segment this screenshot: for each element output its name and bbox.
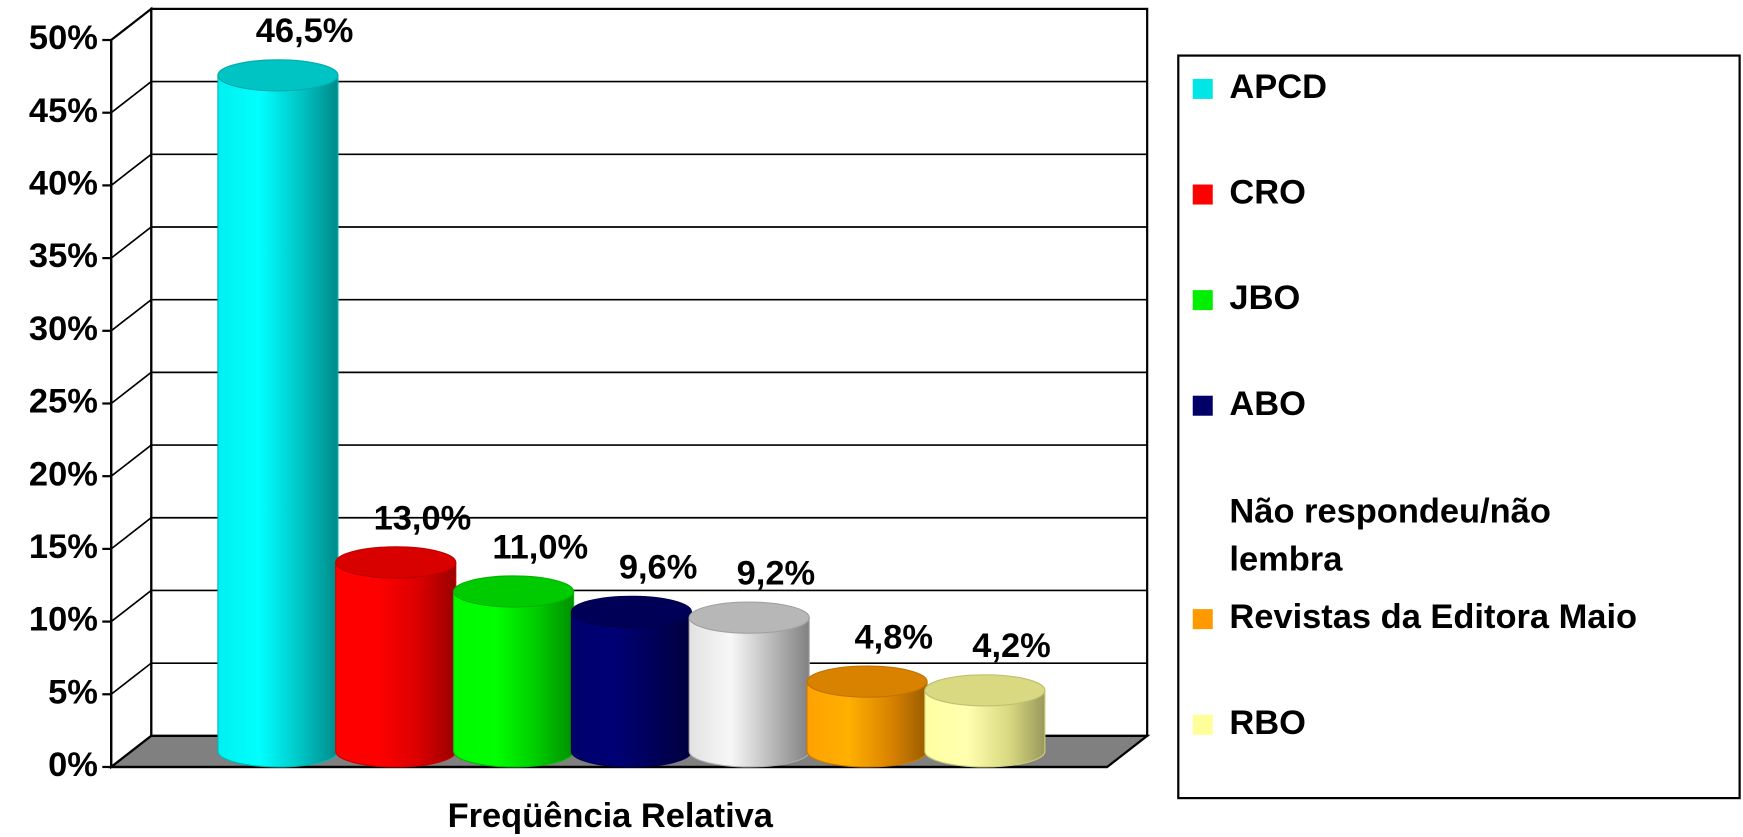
y-tick-label: 30% bbox=[29, 310, 98, 348]
bar-top bbox=[452, 575, 575, 608]
y-tick-label: 35% bbox=[29, 237, 98, 275]
legend-label: ABO bbox=[1229, 385, 1306, 423]
y-tick-label: 45% bbox=[29, 92, 98, 130]
bar-top bbox=[806, 665, 928, 698]
bar bbox=[806, 681, 928, 768]
bar bbox=[688, 617, 810, 768]
legend-label: APCD bbox=[1229, 68, 1327, 106]
data-label: 11,0% bbox=[492, 528, 588, 566]
bar-top bbox=[688, 601, 810, 634]
y-tick-label: 15% bbox=[29, 528, 98, 566]
bar-top bbox=[217, 59, 339, 92]
bar-top bbox=[335, 546, 457, 579]
y-tick-label: 40% bbox=[29, 165, 98, 203]
x-axis-label: Freqüência Relativa bbox=[448, 797, 774, 835]
y-tick-label: 10% bbox=[29, 601, 98, 639]
data-label: 9,6% bbox=[619, 549, 698, 587]
y-tick-label: 50% bbox=[29, 19, 98, 57]
data-label: 4,2% bbox=[972, 627, 1051, 665]
data-label: 9,2% bbox=[737, 555, 816, 593]
bar bbox=[452, 590, 575, 768]
data-label: 13,0% bbox=[374, 499, 472, 537]
legend-label: Não respondeu/não lembra bbox=[1229, 493, 1550, 579]
legend-swatch bbox=[1192, 714, 1213, 735]
grid-line bbox=[110, 444, 1148, 477]
legend-label: RBO bbox=[1229, 704, 1306, 742]
grid-line bbox=[110, 298, 1148, 332]
grid-line bbox=[110, 516, 1148, 550]
legend bbox=[1177, 54, 1741, 800]
legend-label: JBO bbox=[1229, 279, 1300, 317]
y-tick-label: 20% bbox=[29, 455, 98, 493]
bar bbox=[924, 689, 1046, 768]
grid-line bbox=[110, 589, 1148, 623]
bar bbox=[570, 611, 692, 768]
legend-swatch bbox=[1192, 290, 1213, 311]
grid-line bbox=[110, 662, 1148, 695]
legend-swatch bbox=[1192, 609, 1213, 630]
grid-line bbox=[110, 80, 1148, 114]
legend-swatch bbox=[1192, 395, 1213, 416]
legend-swatch bbox=[1192, 78, 1213, 99]
grid-line bbox=[110, 153, 1148, 187]
y-tick-label: 0% bbox=[48, 746, 98, 784]
y-tick-label: 25% bbox=[29, 383, 98, 421]
legend-label: Revistas da Editora Maio bbox=[1229, 598, 1637, 636]
bar-top bbox=[924, 674, 1046, 707]
legend-swatch bbox=[1192, 184, 1213, 205]
grid-line bbox=[110, 8, 1148, 41]
y-tick-label: 5% bbox=[48, 673, 98, 711]
bar bbox=[335, 561, 457, 768]
legend-label: CRO bbox=[1229, 174, 1306, 212]
data-label: 46,5% bbox=[256, 12, 354, 50]
grid-line bbox=[110, 226, 1148, 259]
grid-line bbox=[110, 371, 1148, 405]
bar-top bbox=[570, 595, 692, 628]
bar bbox=[217, 74, 339, 768]
data-label: 4,8% bbox=[854, 618, 933, 656]
